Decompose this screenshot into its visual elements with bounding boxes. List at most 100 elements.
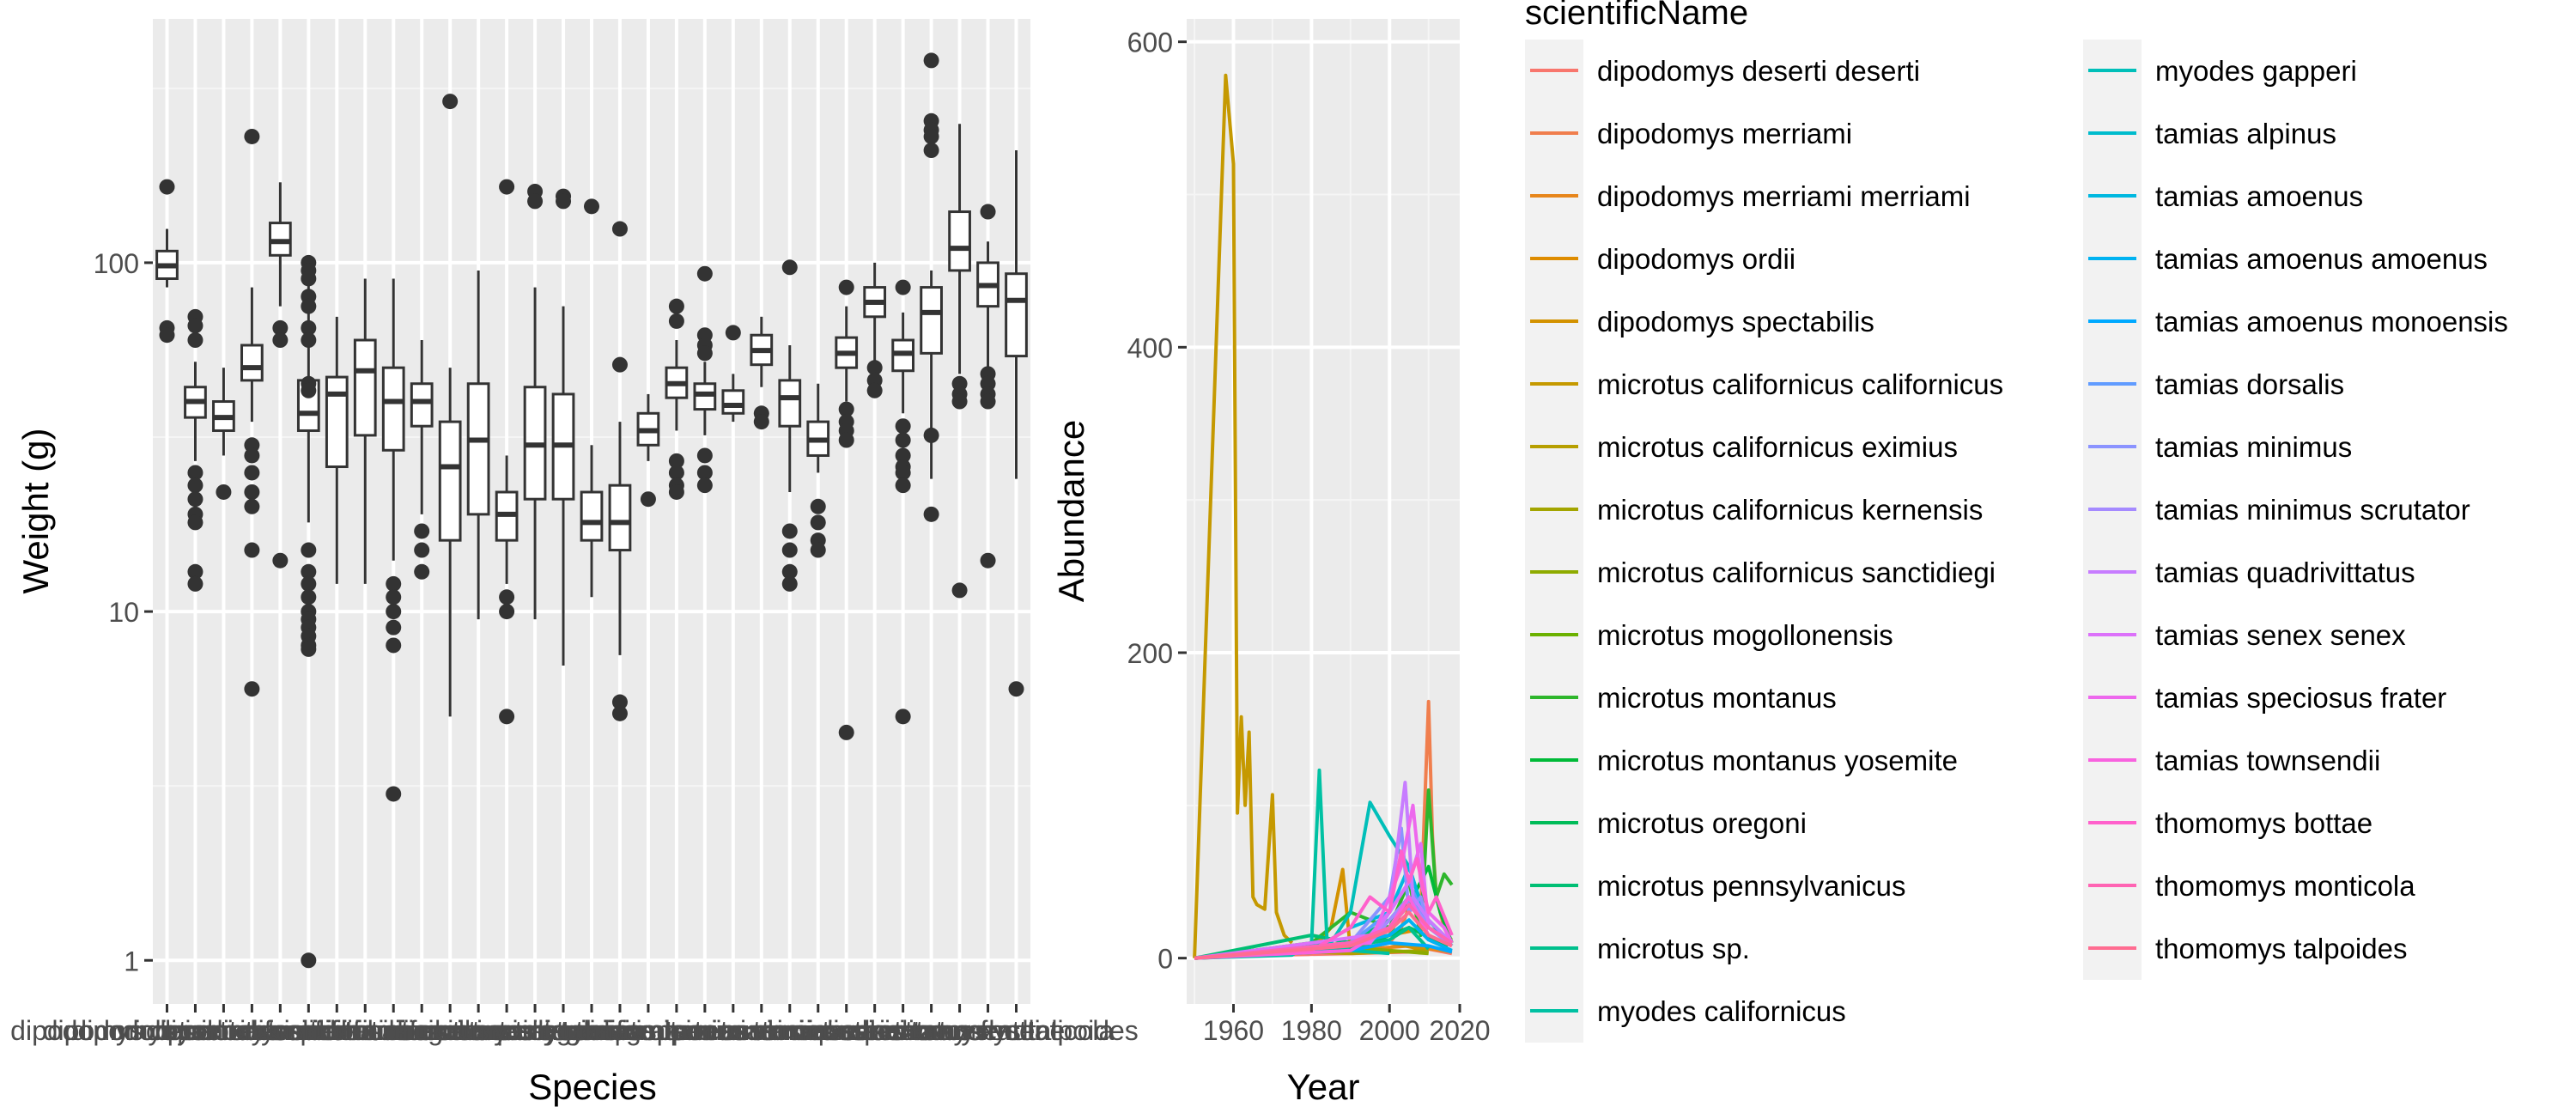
box-iqr [353,338,377,437]
box-outlier [668,313,684,329]
box-outlier [895,709,911,725]
legend-item-13: microtus pennsylvanicus [1525,855,1906,917]
box-outlier [414,563,430,580]
legend-item-23: tamias minimus scrutator [2083,478,2470,541]
box-outlier [611,221,628,237]
boxplot-x-tick-label: thomomys monticola [862,1015,1115,1046]
boxplot-x-tick-label: microtus pennsylvanicus [386,1015,685,1046]
legend-item-19: tamias amoenus amoenus [2083,228,2488,290]
box-outlier [781,575,798,592]
box-outlier [696,465,713,481]
legend-label: tamias senex senex [2155,619,2406,651]
legend-label: tamias dorsalis [2155,368,2344,400]
box-outlier [301,542,317,558]
box-outlier [442,94,459,110]
box-outlier [923,143,939,159]
boxplot-x-tick-label: tamias quadrivittatus [720,1015,972,1046]
boxplot-x-tick-label: microtus montanus yosemite [303,1015,653,1046]
box-outlier [386,786,402,802]
line-y-axis: 0 200 400 600 [1127,27,1187,975]
box-outlier [696,265,713,282]
legend-item-9: microtus mogollonensis [1525,604,1893,666]
legend-item-20: tamias amoenus monoensis [2083,290,2508,353]
box-outlier [980,393,996,410]
box-outlier [725,325,741,341]
box-22 [778,259,802,592]
boxplot-x-tick-label: dipodomys merriami merriami [43,1015,404,1046]
legend-label: dipodomys merriami merriami [1597,180,1971,212]
legend-item-26: tamias speciosus frater [2083,666,2446,729]
box-outlier [272,319,289,336]
box-25 [863,262,887,398]
legend-label: microtus mogollonensis [1597,619,1893,651]
box-iqr [325,375,349,469]
box-outlier [187,563,204,580]
series-line-28 [1194,849,1454,960]
legend-item-8: microtus californicus sanctidiegi [1525,541,1996,604]
boxplot-x-tick-label: tamias senex senex [753,1015,996,1046]
legend: scientificName dipodomys deserti deserti… [1525,0,2508,1043]
line-x-axis-title: Year [1287,1067,1360,1107]
box-outlier [301,641,317,657]
legend-item-14: microtus sp. [1525,917,1750,980]
legend-label: microtus californicus kernensis [1597,494,1983,526]
box-outlier [696,447,713,464]
box-outlier [668,465,684,481]
box-outlier [187,332,204,349]
boxplot-x-tick-label: microtus californicus eximius [162,1015,512,1046]
boxplot-x-tick-label: myodes californicus [471,1015,713,1046]
boxplot-x-tick-label: myodes gapperi [522,1015,718,1046]
boxplot-x-tick-label: dipodomys deserti deserti [10,1015,324,1046]
box-outlier [668,484,684,500]
box-outlier [980,552,996,569]
box-outlier [244,128,260,144]
legend-item-11: microtus montanus yosemite [1525,729,1958,792]
box-iqr [240,344,264,382]
box-outlier [838,724,854,740]
box-17 [636,393,660,508]
box-iqr [381,366,405,452]
box-outlier [951,582,968,599]
box-outlier [668,453,684,469]
box-outlier [499,179,515,195]
box-iqr [721,389,745,415]
box-outlier [301,563,317,580]
legend-item-3: dipodomys ordii [1525,228,1795,290]
box-outlier [187,575,204,592]
line-x-tick-label: 1960 [1203,1015,1264,1046]
box-iqr [410,382,434,428]
boxplot-x-tick-label: microtus californicus kernensis [178,1015,552,1046]
box-11 [466,270,490,620]
legend-item-2: dipodomys merriami merriami [1525,165,1971,228]
legend-item-15: myodes californicus [1525,980,1846,1043]
box-12 [495,179,519,725]
boxplot-x-tick-label: microtus sp. [489,1015,637,1046]
box-outlier [216,484,232,500]
boxplot-x-tick-label: dipodomys spectabilis [146,1015,415,1046]
legend-item-30: thomomys talpoides [2083,917,2407,980]
box-outlier [301,382,317,398]
legend-item-27: tamias townsendii [2083,729,2380,792]
boxplot-x-tick-label: microtus californicus sanctidiegi [200,1015,586,1046]
box-outlier [187,318,204,334]
box-outlier [895,418,911,435]
legend-label: myodes gapperi [2155,55,2357,87]
box-outlier [611,705,628,721]
box-outlier [272,552,289,569]
box-outlier [866,360,883,376]
box-outlier [923,506,939,522]
legend-item-21: tamias dorsalis [2083,353,2344,416]
box-outlier [895,432,911,448]
legend-label: tamias amoenus amoenus [2155,243,2488,275]
legend-item-29: thomomys monticola [2083,855,2415,917]
legend-label: thomomys monticola [2155,870,2415,902]
boxplot-y-axis-title: Weight (g) [15,429,56,594]
box-outlier [556,193,572,210]
series-line-26 [1194,803,1454,960]
box-outlier [895,447,911,464]
boxplot-x-tick-label: tamias alpinus [561,1015,737,1046]
boxplot-x-tick-label: tamias amoenus monoensis [562,1015,904,1046]
line-x-tick-label: 1980 [1281,1015,1342,1046]
boxplot-y-tick-label: 1 [124,946,139,976]
